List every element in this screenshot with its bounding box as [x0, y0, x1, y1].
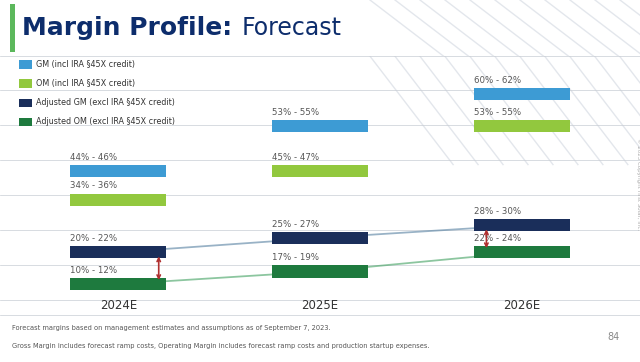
Bar	[19, 118, 32, 126]
Text: © 2023 Copyright First Solar, Inc.: © 2023 Copyright First Solar, Inc.	[636, 138, 640, 230]
Bar	[70, 165, 166, 177]
Bar	[19, 79, 32, 88]
Text: OM (incl IRA §45X credit): OM (incl IRA §45X credit)	[36, 79, 135, 88]
Text: 10% - 12%: 10% - 12%	[70, 266, 118, 275]
Bar	[272, 165, 368, 177]
Bar	[70, 194, 166, 206]
Bar	[474, 88, 570, 100]
Text: 2025E: 2025E	[301, 299, 339, 312]
Text: 2024E: 2024E	[100, 299, 137, 312]
Text: Gross Margin includes forecast ramp costs, Operating Margin includes forecast ra: Gross Margin includes forecast ramp cost…	[12, 343, 429, 349]
Text: 34% - 36%: 34% - 36%	[70, 181, 118, 190]
Bar	[272, 120, 368, 132]
Text: 45% - 47%: 45% - 47%	[272, 153, 319, 162]
Text: Adjusted OM (excl IRA §45X credit): Adjusted OM (excl IRA §45X credit)	[36, 117, 175, 126]
Text: 28% - 30%: 28% - 30%	[474, 207, 521, 216]
Bar	[474, 246, 570, 258]
Text: 84: 84	[607, 332, 620, 342]
Bar	[19, 98, 32, 107]
Text: Forecast margins based on management estimates and assumptions as of September 7: Forecast margins based on management est…	[12, 325, 330, 331]
Bar	[70, 278, 166, 290]
Bar	[19, 60, 32, 68]
Bar	[474, 120, 570, 132]
Bar	[10, 4, 15, 52]
Bar	[70, 246, 166, 258]
Text: Forecast: Forecast	[242, 16, 342, 40]
Text: 44% - 46%: 44% - 46%	[70, 153, 118, 162]
Text: 20% - 22%: 20% - 22%	[70, 234, 118, 243]
Text: 22% - 24%: 22% - 24%	[474, 234, 521, 243]
Text: 53% - 55%: 53% - 55%	[474, 108, 521, 117]
Bar	[272, 265, 368, 278]
Text: 60% - 62%: 60% - 62%	[474, 76, 521, 85]
Bar	[474, 219, 570, 231]
Text: 53% - 55%: 53% - 55%	[272, 108, 319, 117]
Text: 25% - 27%: 25% - 27%	[272, 220, 319, 229]
Bar	[272, 232, 368, 244]
Text: GM (incl IRA §45X credit): GM (incl IRA §45X credit)	[36, 60, 135, 68]
Text: Adjusted GM (excl IRA §45X credit): Adjusted GM (excl IRA §45X credit)	[36, 98, 175, 107]
Text: 17% - 19%: 17% - 19%	[272, 253, 319, 262]
Text: Margin Profile:: Margin Profile:	[22, 16, 232, 40]
Text: 2026E: 2026E	[503, 299, 540, 312]
